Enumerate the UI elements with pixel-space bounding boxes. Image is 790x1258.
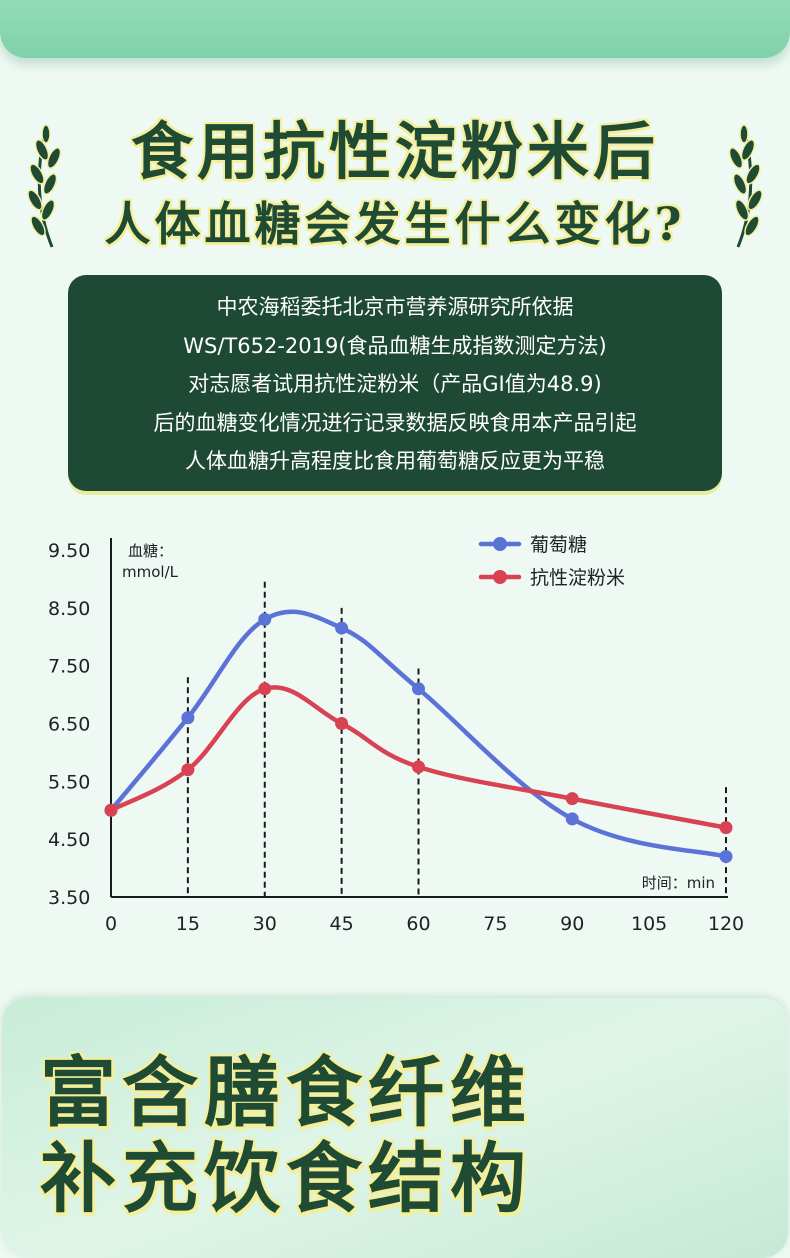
section-title-line1: 富含膳食纤维 xyxy=(40,1048,532,1137)
data-point xyxy=(258,612,272,626)
headline-line2: 人体血糖会发生什么变化? xyxy=(104,197,686,251)
data-point xyxy=(565,792,579,806)
data-point xyxy=(104,803,118,817)
y-tick-label: 8.50 xyxy=(48,598,90,620)
y-tick-label: 4.50 xyxy=(48,829,90,851)
data-point xyxy=(335,717,349,730)
data-point xyxy=(181,711,195,725)
info-line: 后的血糖变化情况进行记录数据反映食用本产品引起 xyxy=(153,410,637,435)
info-line: 对志愿者试用抗性淀粉米（产品GI值为48.9) xyxy=(188,372,602,396)
x-tick-label: 75 xyxy=(483,913,507,935)
y-tick-label: 3.50 xyxy=(48,887,90,909)
y-tick-label: 9.50 xyxy=(48,540,90,562)
y-tick-label: 6.50 xyxy=(48,714,90,736)
info-box: 中农海稻委托北京市营养源研究所依据 WS/T652-2019(食品血糖生成指数测… xyxy=(68,275,722,491)
data-point xyxy=(719,821,733,835)
legend-marker xyxy=(493,570,507,584)
section-title-line2: 补充饮食结构 xyxy=(40,1134,532,1223)
wheat-right-icon xyxy=(728,124,763,248)
headline-line1: 食用抗性淀粉米后 xyxy=(130,115,659,188)
data-point xyxy=(335,621,349,635)
x-tick-label: 105 xyxy=(631,913,667,935)
data-point xyxy=(181,763,195,777)
x-tick-label: 30 xyxy=(253,913,277,935)
data-point xyxy=(719,850,733,864)
wheat-left-icon xyxy=(27,124,62,248)
top-banner xyxy=(0,0,790,58)
legend-marker xyxy=(493,537,507,551)
data-point xyxy=(412,682,425,696)
y-tick-label: 5.50 xyxy=(48,771,90,793)
x-tick-label: 60 xyxy=(406,913,430,935)
info-line: 中农海稻委托北京市营养源研究所依据 xyxy=(216,295,574,319)
blood-glucose-chart: 9.50 8.50 7.50 6.50 5.50 4.50 3.50 0 15 30 45 60 75 9… xyxy=(48,534,744,935)
x-tick-label: 0 xyxy=(105,913,117,935)
data-point xyxy=(412,760,425,774)
y-axis-label: 血糖： xyxy=(128,542,173,560)
info-line: 人体血糖升高程度比食用葡萄糖反应更为平稳 xyxy=(185,449,605,473)
data-point xyxy=(565,812,579,826)
series-line xyxy=(108,685,729,830)
legend-label: 抗性淀粉米 xyxy=(530,567,625,589)
data-point xyxy=(258,682,272,696)
x-tick-label: 15 xyxy=(176,913,200,935)
x-tick-label: 120 xyxy=(708,913,744,935)
x-tick-label: 90 xyxy=(560,913,584,935)
y-axis-unit: mmol/L xyxy=(122,563,179,581)
y-tick-label: 7.50 xyxy=(48,656,90,678)
x-tick-label: 45 xyxy=(330,913,354,935)
x-axis-label: 时间：min xyxy=(642,874,715,892)
legend-label: 葡萄糖 xyxy=(530,534,587,556)
info-line: WS/T652-2019(食品血糖生成指数测定方法) xyxy=(183,333,607,358)
